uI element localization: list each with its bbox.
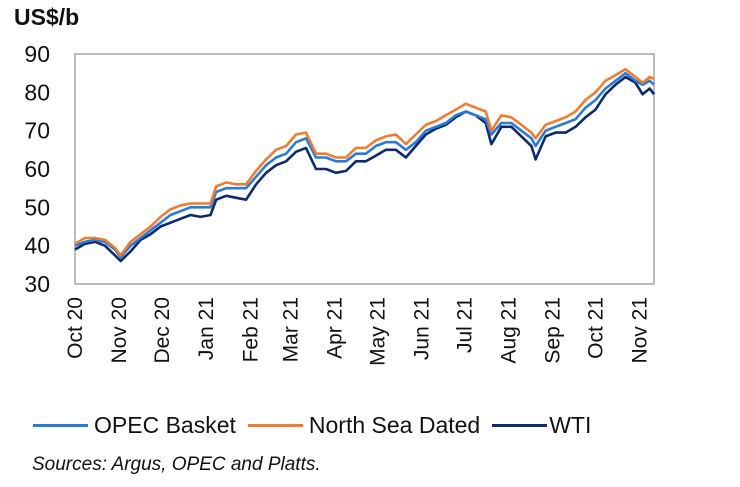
x-tick-label: Mar 21 [279,297,302,362]
legend-label: WTI [549,412,592,438]
legend-item-north-sea-dated: North Sea Dated [247,412,481,439]
y-tick-label: 30 [24,271,50,297]
x-tick-label: Oct 20 [64,297,87,359]
y-tick-label: 80 [24,79,50,105]
x-tick-label: Aug 21 [498,297,521,364]
legend-item-opec-basket: OPEC Basket [33,412,236,439]
x-tick-label: Feb 21 [239,297,262,362]
y-axis: 30 40 50 60 70 80 90 [24,41,50,297]
legend-label: OPEC Basket [94,412,236,438]
x-tick-label: Nov 20 [108,297,131,364]
series-lines [74,68,656,263]
x-tick-label: Jun 21 [411,297,434,360]
plot-area [74,53,655,285]
x-tick-label: Jan 21 [195,297,218,360]
legend-swatch [247,424,303,427]
y-tick-label: 40 [24,233,50,259]
legend-swatch [492,424,548,427]
x-axis: Oct 20 Nov 20 Dec 20 Jan 21 Feb 21 Mar 21 Apr … [64,297,652,366]
legend-label: North Sea Dated [308,412,481,438]
legend-swatch [33,424,88,427]
legend: OPEC Basket North Sea Dated WTI [33,412,603,439]
source-note: Sources: Argus, OPEC and Platts. [32,454,321,475]
x-tick-label: May 21 [366,297,389,366]
x-tick-label: Oct 21 [585,297,608,359]
x-tick-label: Sep 21 [542,297,565,364]
y-tick-label: 90 [24,41,50,67]
y-axis-unit-label: US$/b [14,4,80,30]
x-tick-label: Dec 20 [151,297,174,364]
y-tick-label: 70 [24,118,50,144]
y-tick-label: 60 [24,156,50,182]
legend-item-wti: WTI [492,412,591,439]
x-tick-label: Nov 21 [629,297,652,364]
x-tick-label: Apr 21 [324,297,347,359]
series-line-north-sea-dated [74,68,655,257]
x-tick-label: Jul 21 [453,297,476,353]
series-line-wti [74,75,656,263]
line-chart: 30 40 50 60 70 80 90 Oct 20 Nov 20 Dec 20 Jan 21 F… [24,41,656,366]
y-tick-label: 50 [24,194,50,220]
series-line-opec-basket [74,71,655,259]
